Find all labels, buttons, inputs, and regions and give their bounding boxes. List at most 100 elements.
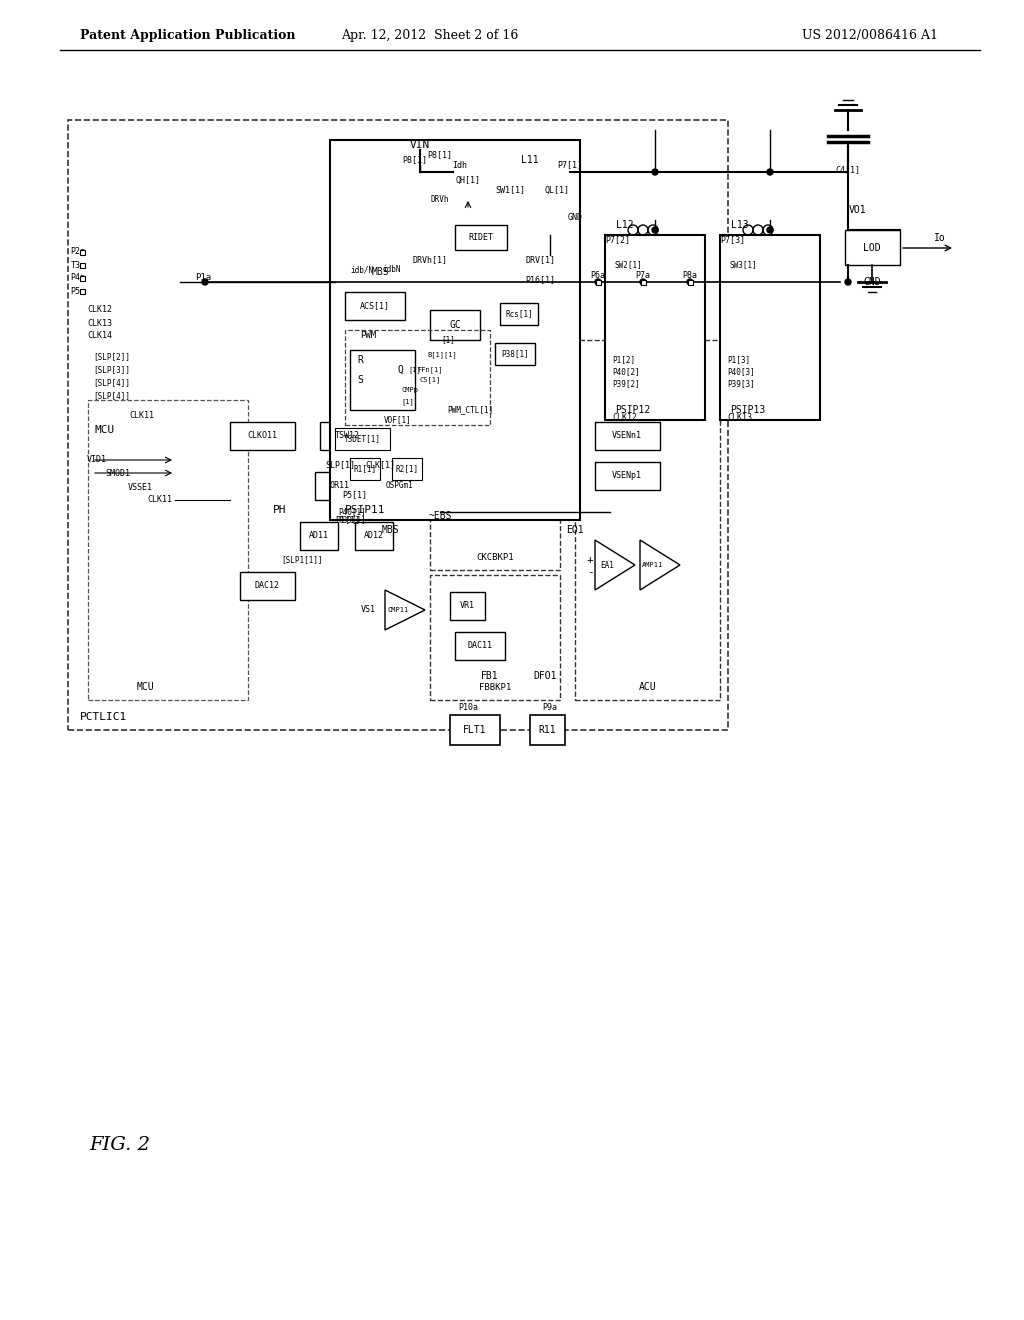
Text: LOD: LOD bbox=[863, 243, 881, 253]
Text: DFO1: DFO1 bbox=[534, 671, 557, 681]
Bar bbox=[450, 715, 500, 744]
Text: PSIP13: PSIP13 bbox=[730, 405, 765, 414]
Text: OSPGm1: OSPGm1 bbox=[386, 480, 414, 490]
Text: R: R bbox=[357, 355, 362, 366]
Circle shape bbox=[652, 227, 658, 234]
Text: P40[3]: P40[3] bbox=[727, 367, 755, 376]
Text: [SLP[3]]: [SLP[3]] bbox=[93, 366, 130, 375]
Bar bbox=[80, 249, 85, 255]
Circle shape bbox=[767, 227, 773, 234]
Text: CS[1]: CS[1] bbox=[420, 376, 440, 383]
Text: R11: R11 bbox=[539, 725, 556, 735]
Text: DAC11: DAC11 bbox=[468, 642, 493, 651]
Text: PH: PH bbox=[273, 506, 287, 515]
Text: S: S bbox=[357, 375, 362, 385]
Text: P40[1]: P40[1] bbox=[338, 507, 366, 516]
Text: P1[3]: P1[3] bbox=[727, 355, 751, 364]
Text: P9a: P9a bbox=[543, 704, 557, 713]
Text: TSW12: TSW12 bbox=[335, 432, 359, 441]
Text: R1[1]: R1[1] bbox=[353, 465, 377, 474]
Text: SMOD1: SMOD1 bbox=[105, 469, 130, 478]
Text: MCU: MCU bbox=[95, 425, 115, 436]
Text: VID1: VID1 bbox=[87, 455, 106, 465]
Text: P5a: P5a bbox=[71, 286, 85, 296]
Text: PWM_CTL[1]: PWM_CTL[1] bbox=[446, 405, 494, 414]
Bar bbox=[345, 330, 490, 425]
Text: [SLP[4]]: [SLP[4]] bbox=[93, 392, 130, 400]
Text: Patent Application Publication: Patent Application Publication bbox=[80, 29, 296, 41]
Bar bbox=[500, 304, 538, 325]
Text: CLK13: CLK13 bbox=[87, 318, 113, 327]
Text: FLT1: FLT1 bbox=[463, 725, 486, 735]
Bar bbox=[350, 458, 380, 480]
Text: P1a: P1a bbox=[195, 273, 211, 282]
Text: [SLP[2]]: [SLP[2]] bbox=[93, 352, 130, 362]
Text: VR1: VR1 bbox=[460, 602, 474, 610]
Bar bbox=[495, 343, 535, 366]
Circle shape bbox=[845, 279, 851, 285]
Text: P6a: P6a bbox=[591, 271, 605, 280]
Text: VSENp1: VSENp1 bbox=[612, 471, 642, 480]
Text: P7[2]: P7[2] bbox=[605, 235, 631, 244]
Text: CMPp: CMPp bbox=[401, 387, 419, 393]
Text: PCTLIC1: PCTLIC1 bbox=[80, 711, 127, 722]
Text: DAC12: DAC12 bbox=[255, 582, 280, 590]
Text: CLK11: CLK11 bbox=[129, 411, 155, 420]
Bar bbox=[720, 235, 820, 420]
Text: EO1: EO1 bbox=[566, 525, 584, 535]
Text: SLP[1]: SLP[1] bbox=[325, 461, 355, 470]
Text: FB1: FB1 bbox=[481, 671, 499, 681]
Text: QL[1]: QL[1] bbox=[545, 186, 569, 194]
Bar bbox=[455, 224, 507, 249]
Text: CKCBKP1: CKCBKP1 bbox=[476, 553, 514, 562]
Text: VO1: VO1 bbox=[849, 205, 866, 215]
Text: CLKO11: CLKO11 bbox=[247, 432, 278, 441]
Text: Idh: Idh bbox=[453, 161, 468, 169]
Text: [1]: [1] bbox=[409, 367, 421, 374]
Bar bbox=[596, 280, 600, 285]
Text: Io: Io bbox=[934, 234, 946, 243]
Bar bbox=[330, 140, 580, 520]
Text: ACU: ACU bbox=[639, 682, 656, 692]
Text: GC: GC bbox=[450, 319, 461, 330]
Text: EA1: EA1 bbox=[600, 561, 614, 569]
Bar bbox=[355, 521, 393, 550]
Text: DRV[1]: DRV[1] bbox=[525, 256, 555, 264]
Text: P10a: P10a bbox=[458, 704, 478, 713]
Circle shape bbox=[640, 279, 646, 285]
Text: +: + bbox=[587, 554, 593, 565]
Text: AMP11: AMP11 bbox=[641, 562, 663, 568]
Text: P2a: P2a bbox=[71, 248, 85, 256]
Text: L13: L13 bbox=[731, 220, 749, 230]
Text: AD12: AD12 bbox=[364, 532, 384, 540]
Bar bbox=[605, 235, 705, 420]
Text: FFn[1]: FFn[1] bbox=[417, 367, 442, 374]
Text: P1[2]: P1[2] bbox=[612, 355, 635, 364]
Bar bbox=[68, 120, 728, 730]
Text: P38[1]: P38[1] bbox=[501, 350, 528, 359]
Bar bbox=[450, 591, 485, 620]
Text: Rcs[1]: Rcs[1] bbox=[505, 309, 532, 318]
Text: FIG. 2: FIG. 2 bbox=[89, 1137, 151, 1154]
Text: SW3[1]: SW3[1] bbox=[729, 260, 757, 269]
Bar bbox=[530, 715, 565, 744]
Text: P8[1]: P8[1] bbox=[402, 156, 427, 165]
Text: T3a: T3a bbox=[71, 260, 85, 269]
Bar bbox=[230, 422, 295, 450]
Circle shape bbox=[202, 279, 208, 285]
Text: P4a: P4a bbox=[71, 273, 85, 282]
Text: TSDET[1]: TSDET[1] bbox=[343, 434, 381, 444]
Bar bbox=[350, 350, 415, 411]
Text: P7a: P7a bbox=[636, 271, 650, 280]
Bar bbox=[595, 462, 660, 490]
Bar bbox=[370, 470, 430, 500]
Bar bbox=[80, 276, 85, 281]
Circle shape bbox=[652, 169, 658, 176]
Text: MCU: MCU bbox=[136, 682, 154, 692]
Text: idb/N: idb/N bbox=[350, 265, 374, 275]
Text: AD11: AD11 bbox=[309, 532, 329, 540]
Text: Apr. 12, 2012  Sheet 2 of 16: Apr. 12, 2012 Sheet 2 of 16 bbox=[341, 29, 519, 41]
Text: DRVh: DRVh bbox=[431, 195, 450, 205]
Text: P39[3]: P39[3] bbox=[727, 380, 755, 388]
Bar bbox=[455, 632, 505, 660]
